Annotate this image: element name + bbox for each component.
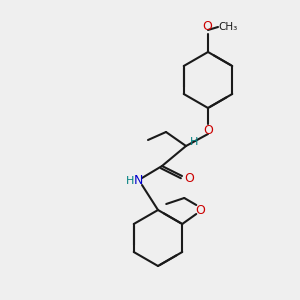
Text: O: O — [184, 172, 194, 184]
Text: H: H — [190, 137, 198, 147]
Text: O: O — [195, 203, 205, 217]
Text: O: O — [202, 20, 212, 34]
Text: O: O — [203, 124, 213, 136]
Text: N: N — [133, 175, 143, 188]
Text: H: H — [126, 176, 134, 186]
Text: CH₃: CH₃ — [218, 22, 237, 32]
